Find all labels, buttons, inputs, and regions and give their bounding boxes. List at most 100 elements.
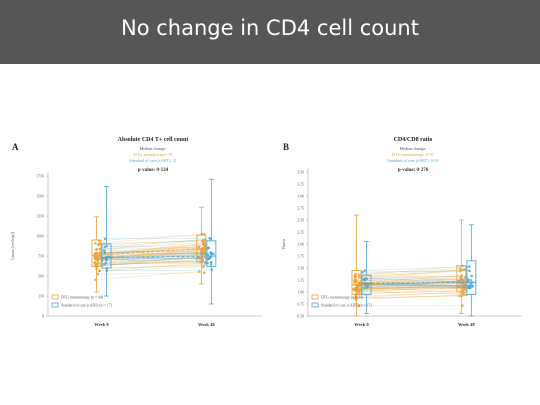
paired-line (364, 280, 471, 288)
chart-panel-b: B CD4/CD8 ratio Median change:DTG monother… (281, 137, 522, 327)
boxes-dtg (91, 206, 207, 293)
box (456, 265, 467, 293)
data-point (197, 245, 201, 249)
x-tick-label: Week 48 (458, 322, 475, 327)
chart-title: CD4/CD8 ratio (394, 137, 433, 143)
y-tick-label: 2.50 (297, 218, 304, 222)
panel-letter: B (283, 142, 289, 152)
paired-line (105, 252, 212, 255)
paired-line (355, 283, 464, 291)
paired-line (364, 280, 468, 288)
data-point (97, 269, 101, 273)
paired-line (364, 266, 470, 271)
paired-line (98, 244, 204, 256)
y-tick-label: 2.00 (297, 242, 304, 246)
data-point (94, 278, 97, 282)
data-point (357, 304, 361, 307)
annotation-pvalue: p-value: 0·124 (138, 168, 169, 173)
y-tick-label: 3.25 (297, 182, 304, 186)
paired-line (104, 238, 210, 239)
paired-line (98, 257, 199, 263)
data-point (357, 291, 360, 295)
boxes-soc (361, 224, 477, 317)
y-tick-label: 3.00 (297, 194, 304, 198)
data-point (365, 277, 368, 281)
paired-line (364, 284, 473, 287)
data-point (459, 276, 463, 280)
median-connector (366, 281, 472, 284)
annotation-heading: Median change: (400, 146, 427, 151)
data-point (93, 257, 97, 261)
box (206, 240, 217, 267)
data-point (361, 270, 364, 274)
data-point (353, 276, 357, 279)
data-point (197, 270, 201, 273)
paired-line (96, 242, 205, 250)
data-point (96, 261, 100, 264)
boxes-dtg (351, 214, 467, 317)
y-tick-label: 1.25 (297, 278, 304, 282)
data-point (357, 273, 361, 277)
y-tick-label: 1750 (36, 174, 44, 178)
paired-line (97, 272, 205, 275)
data-point (102, 263, 106, 266)
y-tick-label: 2.75 (297, 206, 304, 210)
data-point (469, 278, 472, 282)
y-tick-label: 3.50 (297, 170, 304, 174)
paired-line (99, 262, 206, 272)
paired-line (355, 266, 463, 276)
paired-line (106, 253, 212, 258)
data-point (460, 289, 464, 292)
legend-label: DTG monotherapy (n = 44) (61, 296, 104, 300)
annotation-dtg: DTG monotherapy: 78 (134, 152, 172, 157)
median-connector (96, 248, 202, 256)
paired-line (96, 247, 204, 250)
paired-line (95, 234, 203, 244)
legend-label: Standard of care (cART) (n = 17) (61, 304, 112, 308)
data-point (459, 269, 462, 273)
data-point (355, 286, 359, 289)
paired-line (104, 238, 211, 248)
annotation-dtg: DTG monotherapy: 0·07 (392, 152, 434, 157)
legend-swatch (51, 302, 59, 308)
box (466, 260, 477, 295)
data-point (103, 237, 107, 241)
box (101, 243, 112, 269)
paired-line (356, 269, 462, 281)
data-point (201, 242, 205, 246)
paired-line (99, 266, 204, 272)
legend-label: Standard of care (cART) (n = 17) (321, 304, 372, 308)
paired-line (106, 269, 212, 271)
data-point (468, 269, 471, 273)
paired-line (357, 290, 464, 295)
data-point (461, 304, 464, 307)
paired-line (105, 257, 210, 264)
data-point (208, 256, 211, 259)
y-tick-label: 0.75 (297, 302, 304, 306)
legend-swatch (51, 294, 59, 300)
paired-line (364, 284, 472, 286)
data-point (97, 256, 101, 260)
data-point (357, 276, 361, 279)
data-point (210, 252, 213, 255)
x-tick-label: Week 0 (354, 322, 369, 327)
data-point (94, 248, 98, 251)
paired-line (94, 243, 204, 256)
data-point (210, 268, 214, 272)
data-point (203, 238, 206, 242)
paired-line (95, 271, 200, 280)
y-tick-label: 1.00 (297, 290, 304, 294)
paired-line (355, 287, 465, 290)
y-tick-label: 0.50 (297, 314, 304, 318)
paired-line (363, 275, 472, 280)
median-connector (106, 255, 212, 259)
data-point (363, 269, 366, 272)
paired-line (355, 268, 461, 275)
data-point (210, 263, 213, 266)
legend-swatch (311, 302, 319, 308)
box (351, 269, 362, 295)
paired-line (104, 262, 208, 265)
data-point (208, 236, 212, 240)
data-point (203, 271, 206, 275)
